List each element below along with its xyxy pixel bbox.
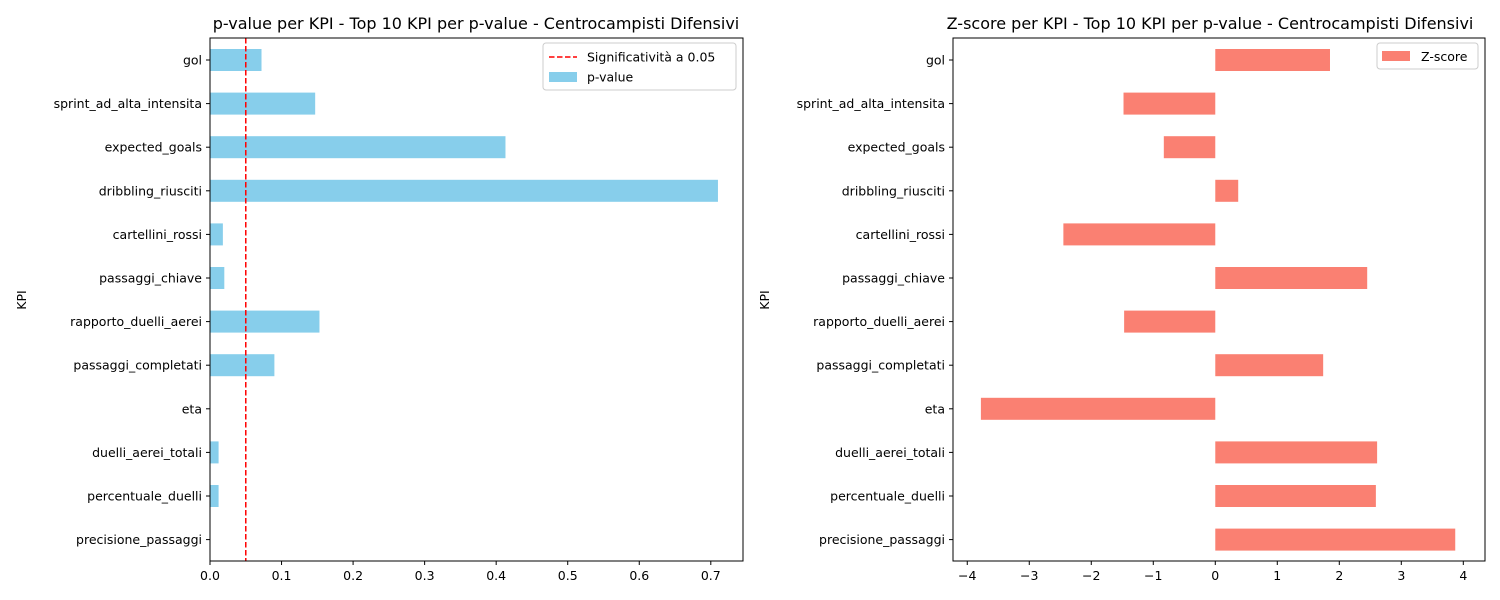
y-tick-label: dribbling_riusciti	[99, 183, 202, 198]
bar-passaggi_chiave	[1215, 267, 1368, 289]
bar-gol	[1215, 49, 1330, 71]
y-tick-label: percentuale_duelli	[830, 489, 945, 504]
plot-frame	[952, 37, 1486, 562]
x-tick-label: 0.7	[701, 568, 721, 583]
y-tick-label: eta	[925, 401, 945, 416]
bar-percentuale_duelli	[210, 485, 219, 507]
y-tick-label: sprint_ad_alta_intensita	[797, 96, 945, 111]
y-tick-label: duelli_aerei_totali	[92, 445, 202, 460]
bar-eta	[980, 397, 1216, 420]
legend-box	[1376, 42, 1479, 70]
bar-dribbling_riusciti	[210, 179, 718, 202]
x-tick-label: 3	[1397, 568, 1405, 583]
y-tick-label: duelli_aerei_totali	[835, 445, 945, 460]
y-axis-label: KPI	[757, 290, 772, 309]
chart-title: Z-score per KPI - Top 10 KPI per p-value…	[947, 14, 1474, 33]
pvalue-chart: p-value per KPI - Top 10 KPI per p-value…	[14, 14, 744, 583]
legend-label-zscore: Z-score	[1421, 49, 1468, 64]
y-axis-ticks: gol sprint_ad_alta_intensita expected_goal…	[797, 53, 953, 547]
bar-rapporto_duelli_aerei	[210, 310, 320, 333]
chart-title: p-value per KPI - Top 10 KPI per p-value…	[213, 14, 740, 33]
x-tick-label: 0.6	[629, 568, 649, 583]
bar-passaggi_chiave	[210, 267, 225, 289]
y-axis-label: KPI	[14, 290, 29, 309]
x-tick-label: −4	[958, 568, 976, 583]
bar-duelli_aerei_totali	[210, 441, 219, 464]
legend: Significatività a 0.05 p-value	[542, 42, 737, 91]
y-tick-label: gol	[183, 53, 202, 68]
bar-dribbling_riusciti	[1215, 179, 1239, 202]
x-tick-label: 0.4	[486, 568, 506, 583]
plot-frame	[209, 37, 744, 562]
bar-precisione_passaggi	[1215, 528, 1456, 551]
bar-sprint_ad_alta_intensita	[210, 92, 316, 115]
y-tick-label: expected_goals	[105, 140, 202, 155]
x-tick-label: 0	[1211, 568, 1219, 583]
y-tick-label: passaggi_chiave	[99, 271, 202, 286]
y-tick-label: cartellini_rossi	[856, 227, 945, 242]
bar-gol	[210, 49, 262, 71]
legend-swatch-zscore	[1382, 51, 1410, 61]
bar-expected_goals	[1163, 136, 1216, 159]
bar-cartellini_rossi	[210, 223, 223, 246]
x-tick-label: 0.1	[272, 568, 292, 583]
y-tick-label: expected_goals	[848, 140, 945, 155]
bars-group	[210, 49, 718, 551]
legend-box	[542, 42, 737, 91]
y-tick-label: passaggi_completati	[73, 358, 202, 373]
y-tick-label: sprint_ad_alta_intensita	[54, 96, 202, 111]
legend-label-reference: Significatività a 0.05	[587, 50, 715, 65]
x-tick-label: −3	[1020, 568, 1038, 583]
zscore-chart: Z-score per KPI - Top 10 KPI per p-value…	[757, 14, 1486, 583]
y-tick-label: rapporto_duelli_aerei	[813, 314, 945, 329]
bar-passaggi_completati	[1215, 354, 1324, 377]
bars-group	[980, 49, 1456, 551]
bar-sprint_ad_alta_intensita	[1123, 92, 1216, 115]
bar-cartellini_rossi	[1063, 223, 1216, 246]
x-tick-label: 2	[1335, 568, 1343, 583]
bar-duelli_aerei_totali	[1215, 441, 1378, 464]
y-tick-label: gol	[926, 53, 945, 68]
x-tick-label: 0.3	[415, 568, 435, 583]
bar-expected_goals	[210, 136, 506, 159]
bar-rapporto_duelli_aerei	[1124, 310, 1216, 333]
y-tick-label: precisione_passaggi	[819, 532, 945, 547]
x-axis-ticks: 0.0 0.1 0.2 0.3 0.4 0.5 0.6 0.7	[200, 561, 721, 583]
x-tick-label: 0.0	[200, 568, 220, 583]
x-tick-label: 4	[1459, 568, 1467, 583]
y-tick-label: percentuale_duelli	[87, 489, 202, 504]
legend-swatch-pvalue	[549, 72, 577, 82]
y-tick-label: cartellini_rossi	[113, 227, 202, 242]
y-axis-ticks: gol sprint_ad_alta_intensita expected_goal…	[54, 53, 210, 547]
x-tick-label: 1	[1273, 568, 1281, 583]
legend: Z-score	[1376, 42, 1479, 70]
x-axis-ticks: −4 −3 −2 −1 0 1 2 3 4	[958, 561, 1467, 583]
x-tick-label: 0.5	[558, 568, 578, 583]
y-tick-label: precisione_passaggi	[76, 532, 202, 547]
x-tick-label: −1	[1144, 568, 1162, 583]
y-tick-label: passaggi_chiave	[842, 271, 945, 286]
legend-label-pvalue: p-value	[587, 70, 634, 85]
y-tick-label: passaggi_completati	[816, 358, 945, 373]
bar-percentuale_duelli	[1215, 485, 1376, 507]
y-tick-label: rapporto_duelli_aerei	[70, 314, 202, 329]
bar-passaggi_completati	[210, 354, 275, 377]
y-tick-label: eta	[182, 401, 202, 416]
x-tick-label: −2	[1082, 568, 1100, 583]
x-tick-label: 0.2	[343, 568, 363, 583]
y-tick-label: dribbling_riusciti	[842, 183, 945, 198]
